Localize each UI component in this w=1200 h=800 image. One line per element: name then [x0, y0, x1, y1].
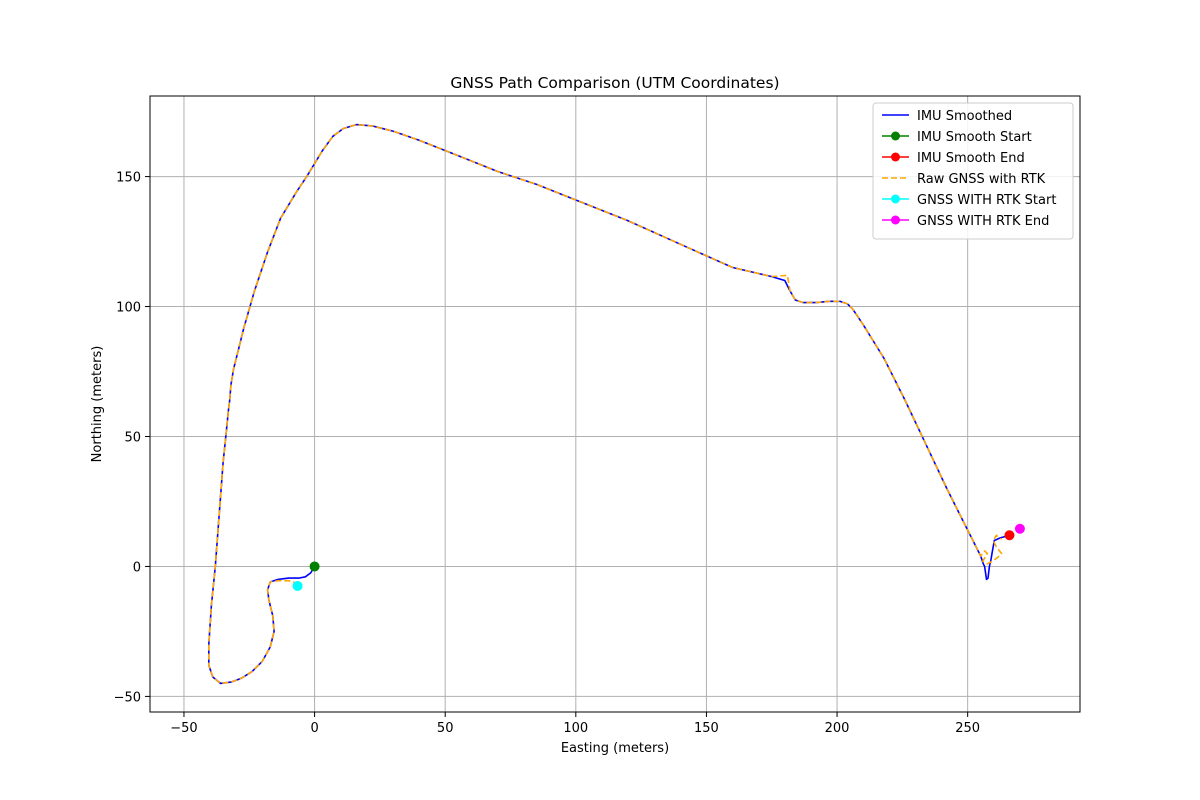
imu-smooth-end-marker — [1004, 530, 1015, 541]
legend-label: Raw GNSS with RTK — [917, 172, 1046, 187]
y-tick-label: 50 — [124, 430, 141, 445]
legend-label: IMU Smoothed — [917, 109, 1012, 124]
ticks: −50 0 50 100 150 200 250 −50 0 50 100 150 — [114, 171, 981, 736]
x-axis-label: Easting (meters) — [561, 741, 669, 756]
x-tick-label: 250 — [955, 721, 980, 736]
grid — [150, 96, 1080, 712]
legend-label: IMU Smooth Start — [917, 130, 1032, 145]
legend-label: IMU Smooth End — [917, 151, 1025, 166]
x-tick-label: 50 — [437, 721, 454, 736]
imu-smooth-end-legend-marker — [891, 152, 900, 162]
y-axis-label: Northing (meters) — [90, 346, 105, 463]
plot-area — [208, 123, 1025, 685]
gnss-with-rtk-start-legend-marker — [891, 194, 900, 204]
imu-smooth-start-marker — [309, 561, 320, 572]
legend: IMU Smoothed IMU Smooth Start IMU Smooth E… — [872, 102, 1074, 240]
x-tick-label: 0 — [310, 721, 318, 736]
y-tick-label: 150 — [116, 171, 141, 186]
x-tick-label: −50 — [170, 721, 197, 736]
imu-smooth-start-legend-marker — [891, 131, 900, 141]
raw-gnss-with-rtk-line — [208, 123, 1003, 685]
legend-box — [872, 102, 1074, 240]
series-layer — [208, 123, 1025, 685]
gnss-with-rtk-end-legend-marker — [891, 215, 900, 225]
gnss-with-rtk-end-marker — [1014, 523, 1025, 534]
x-tick-label: 100 — [563, 721, 588, 736]
x-tick-label: 200 — [825, 721, 850, 736]
plot-frame — [149, 95, 1081, 713]
gnss-with-rtk-start-marker — [292, 580, 303, 591]
x-tick-label: 150 — [694, 721, 719, 736]
y-tick-label: 0 — [133, 560, 141, 575]
legend-label: GNSS WITH RTK Start — [917, 193, 1056, 208]
y-tick-label: 100 — [116, 301, 141, 316]
chart-title: GNSS Path Comparison (UTM Coordinates) — [450, 74, 779, 92]
legend-label: GNSS WITH RTK End — [917, 214, 1049, 229]
y-tick-label: −50 — [114, 690, 141, 705]
